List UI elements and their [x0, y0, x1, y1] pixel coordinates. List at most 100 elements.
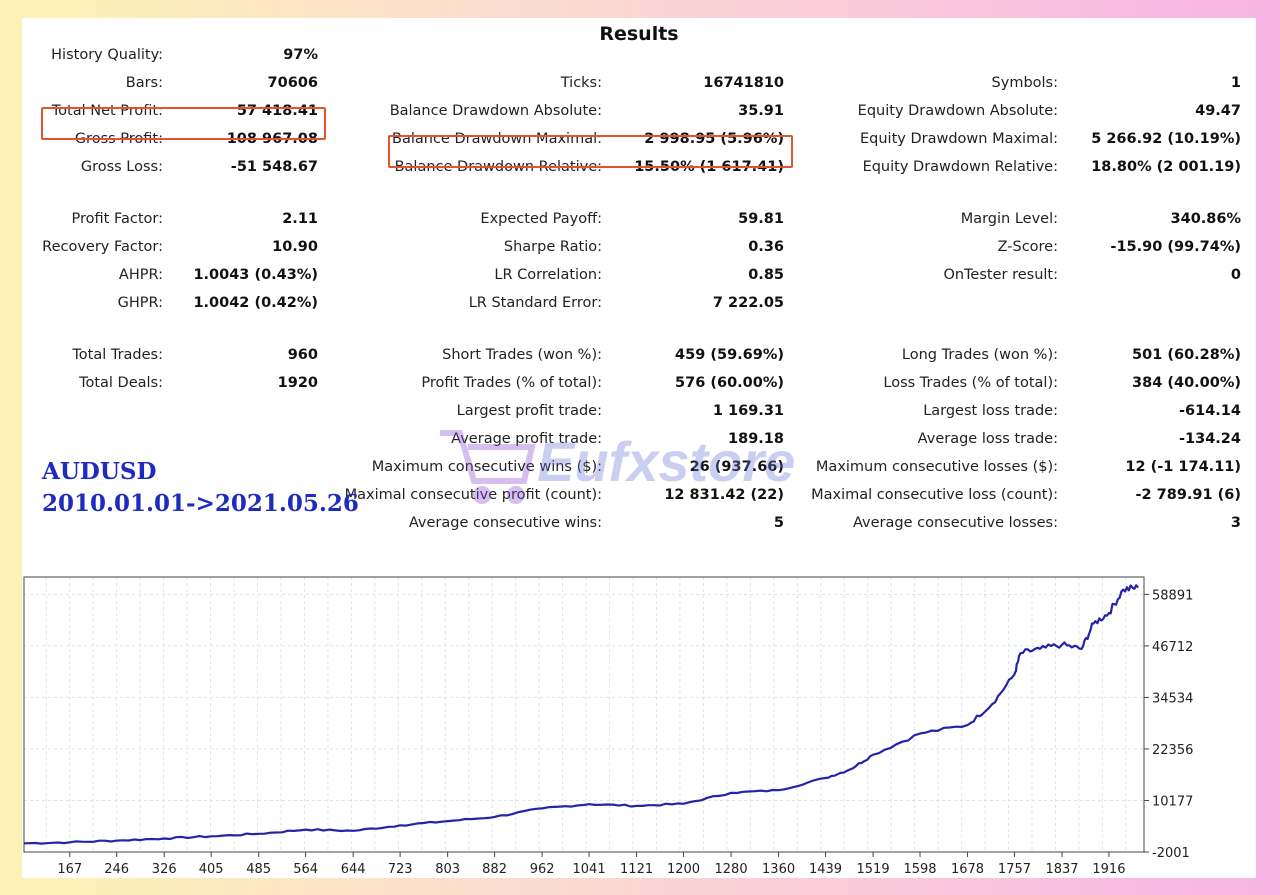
- stat-label: Gross Loss:: [80, 159, 163, 175]
- stat-value: 5: [773, 515, 784, 531]
- stat-value: 12 831.42 (22): [664, 487, 784, 503]
- stat-value: 3: [1230, 515, 1241, 531]
- stat-label: History Quality:: [51, 47, 163, 63]
- symbol-label: AUDUSD: [42, 458, 157, 485]
- stat-label: GHPR:: [117, 295, 163, 311]
- stat-label: Maximum consecutive wins ($):: [371, 459, 602, 475]
- stat-label: Margin Level:: [960, 211, 1058, 227]
- x-tick-label: 167: [57, 862, 82, 877]
- stat-label: Ticks:: [560, 75, 602, 91]
- x-tick-label: 1837: [1045, 862, 1078, 877]
- stat-label: Loss Trades (% of total):: [883, 375, 1058, 391]
- stat-label: OnTester result:: [943, 267, 1058, 283]
- stat-label: Profit Factor:: [71, 211, 163, 227]
- stat-label: Average consecutive wins:: [408, 515, 602, 531]
- stat-label: Profit Trades (% of total):: [421, 375, 602, 391]
- stat-value: 5 266.92 (10.19%): [1091, 131, 1241, 147]
- stat-value: 1 169.31: [712, 403, 784, 419]
- results-title: Results: [599, 23, 679, 45]
- x-tick-label: 1439: [809, 862, 842, 877]
- y-tick-label: 10177: [1152, 794, 1193, 809]
- stat-label: Balance Drawdown Absolute:: [389, 103, 602, 119]
- stat-label: Average loss trade:: [917, 431, 1058, 447]
- watermark-text: Eufxstore: [537, 430, 795, 493]
- stat-value: 340.86%: [1170, 211, 1241, 227]
- stat-label: Sharpe Ratio:: [503, 239, 602, 255]
- stat-value: -2 789.91 (6): [1135, 487, 1241, 503]
- stat-value: 960: [287, 347, 318, 363]
- stat-value: 189.18: [728, 431, 784, 447]
- balance-chart: 167 246 326 405 485 564 644 723 803 882 962 1041 112…: [23, 576, 1193, 877]
- x-tick-label: 1598: [903, 862, 936, 877]
- stat-label: Equity Drawdown Relative:: [862, 159, 1058, 175]
- stat-label: Maximal consecutive loss (count):: [811, 487, 1058, 503]
- stat-value: -614.14: [1179, 403, 1241, 419]
- cart-icon: [440, 430, 536, 504]
- stat-value: 384 (40.00%): [1132, 375, 1241, 391]
- stat-label: Symbols:: [991, 75, 1058, 91]
- stat-label: Average profit trade:: [451, 431, 602, 447]
- x-tick-label: 246: [104, 862, 129, 877]
- stat-value: 26 (937.66): [689, 459, 784, 475]
- stat-value: 1.0043 (0.43%): [193, 267, 318, 283]
- stat-value: 70606: [267, 75, 318, 91]
- x-tick-label: 644: [341, 862, 366, 877]
- stat-value: 459 (59.69%): [675, 347, 784, 363]
- y-tick-label: 22356: [1152, 743, 1193, 758]
- stat-value: -15.90 (99.74%): [1110, 239, 1241, 255]
- chart-series: [23, 584, 1139, 845]
- highlight-balance-drawdown-maximal: [388, 135, 793, 168]
- stat-value: 1: [1230, 75, 1241, 91]
- stat-value: 2.11: [282, 211, 318, 227]
- x-tick-label: 803: [435, 862, 460, 877]
- watermark-logo: Eufxstore: [440, 430, 795, 504]
- stat-value: 1920: [277, 375, 318, 391]
- stat-value: 12 (-1 174.11): [1125, 459, 1241, 475]
- stat-value: 0: [1230, 267, 1241, 283]
- x-tick-label: 1121: [620, 862, 653, 877]
- x-tick-label: 1916: [1092, 862, 1125, 877]
- date-range-label: 2010.01.01->2021.05.26: [42, 490, 359, 517]
- stat-label: Maximum consecutive losses ($):: [815, 459, 1058, 475]
- stat-value: 59.81: [738, 211, 784, 227]
- stat-label: Average consecutive losses:: [852, 515, 1058, 531]
- x-tick-label: 1360: [762, 862, 795, 877]
- x-tick-label: 405: [199, 862, 224, 877]
- stat-value: 501 (60.28%): [1132, 347, 1241, 363]
- x-tick-label: 485: [246, 862, 271, 877]
- symbol-date-annotation: AUDUSD 2010.01.01->2021.05.26: [42, 456, 359, 520]
- chart-plot-frame: [23, 576, 1145, 853]
- stat-label: Equity Drawdown Maximal:: [860, 131, 1058, 147]
- x-tick-label: 1041: [573, 862, 606, 877]
- stat-value: 49.47: [1195, 103, 1241, 119]
- stat-label: Short Trades (won %):: [442, 347, 602, 363]
- x-tick-label: 1200: [667, 862, 700, 877]
- y-tick-label: 34534: [1152, 691, 1193, 706]
- stat-value: -134.24: [1179, 431, 1241, 447]
- y-tick-label: -2001: [1152, 846, 1190, 861]
- x-tick-label: 882: [482, 862, 507, 877]
- x-tick-label: 723: [388, 862, 413, 877]
- stat-value: -51 548.67: [230, 159, 318, 175]
- x-tick-label: 564: [293, 862, 318, 877]
- x-axis: 167 246 326 405 485 564 644 723 803 882 962 1041 112…: [57, 852, 1125, 877]
- stat-label: Largest loss trade:: [923, 403, 1058, 419]
- stat-value: 97%: [283, 47, 318, 63]
- stat-value: 1.0042 (0.42%): [193, 295, 318, 311]
- stat-label: AHPR:: [118, 267, 163, 283]
- stat-value: 16741810: [703, 75, 784, 91]
- stat-label: Long Trades (won %):: [901, 347, 1058, 363]
- chart-grid: [24, 577, 1144, 853]
- stat-label: LR Standard Error:: [468, 295, 602, 311]
- stat-label: Total Deals:: [79, 375, 163, 391]
- x-tick-label: 1678: [951, 862, 984, 877]
- x-tick-label: 962: [530, 862, 555, 877]
- stat-label: Recovery Factor:: [42, 239, 163, 255]
- stat-label: Largest profit trade:: [456, 403, 602, 419]
- highlight-total-net-profit: [41, 107, 326, 140]
- results-panel: Results History Quality: 97% Bars: 70606 Tot…: [22, 18, 1256, 878]
- stat-value: 7 222.05: [712, 295, 784, 311]
- stat-value: 18.80% (2 001.19): [1091, 159, 1241, 175]
- stat-value: 576 (60.00%): [675, 375, 784, 391]
- y-axis: 58891 46712 34534 22356 10177 -2001: [1144, 588, 1193, 861]
